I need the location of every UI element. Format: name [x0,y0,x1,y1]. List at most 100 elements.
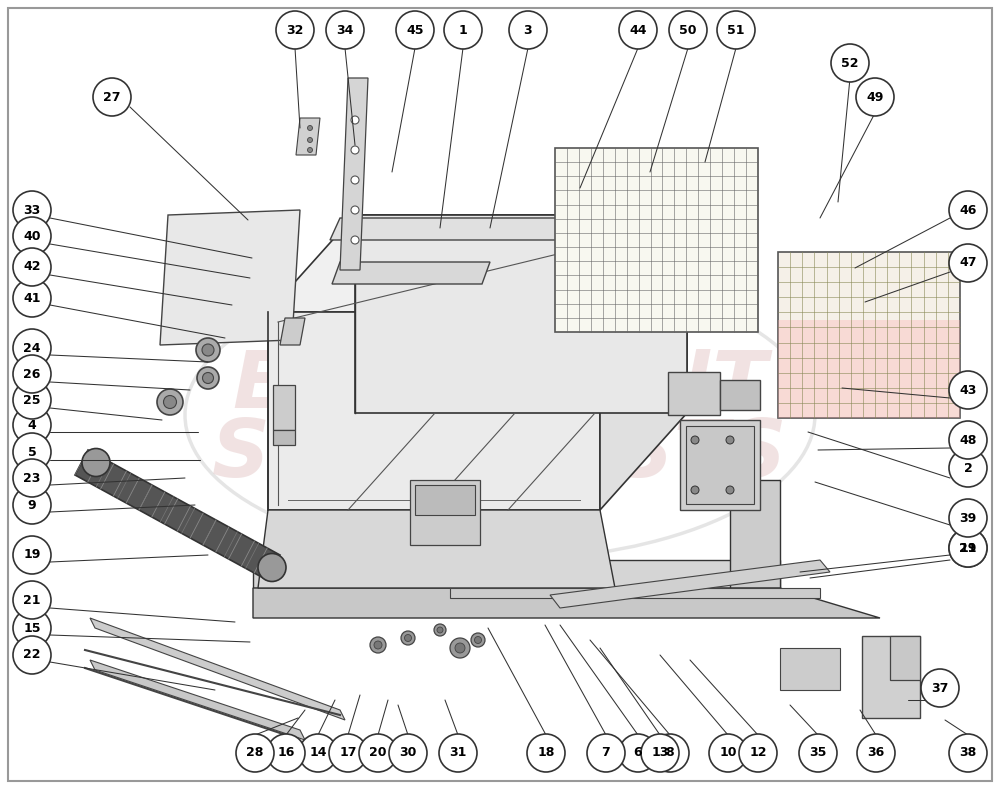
Text: 50: 50 [679,24,697,36]
Text: 51: 51 [727,24,745,36]
Text: 20: 20 [369,746,387,760]
Circle shape [236,734,274,772]
Polygon shape [668,372,720,415]
Polygon shape [415,485,475,515]
Text: 10: 10 [719,746,737,760]
Circle shape [329,734,367,772]
Circle shape [404,634,412,641]
Circle shape [475,637,482,644]
Text: 52: 52 [841,57,859,69]
Text: 36: 36 [867,746,885,760]
Circle shape [13,381,51,419]
Circle shape [351,236,359,244]
Circle shape [13,248,51,286]
Circle shape [351,176,359,184]
Polygon shape [253,560,780,588]
Text: 45: 45 [406,24,424,36]
Circle shape [949,529,987,567]
Polygon shape [90,618,345,720]
Circle shape [641,734,679,772]
Text: 4: 4 [28,418,36,432]
Text: 19: 19 [23,548,41,562]
Circle shape [164,395,176,409]
Text: 24: 24 [23,342,41,354]
Circle shape [455,643,465,653]
Circle shape [13,459,51,497]
Polygon shape [780,648,840,690]
Circle shape [267,734,305,772]
Circle shape [197,367,219,389]
Text: 15: 15 [23,622,41,634]
Circle shape [949,449,987,487]
Text: 9: 9 [28,499,36,511]
Polygon shape [90,660,305,740]
Circle shape [439,734,477,772]
Circle shape [471,633,485,647]
Polygon shape [160,210,300,345]
Circle shape [831,44,869,82]
Text: 23: 23 [23,472,41,484]
Text: 42: 42 [23,260,41,274]
Circle shape [434,624,446,636]
Circle shape [308,148,312,152]
Circle shape [351,146,359,154]
Text: 18: 18 [537,746,555,760]
Polygon shape [720,380,760,410]
Circle shape [258,554,286,581]
Text: 32: 32 [286,24,304,36]
Polygon shape [450,588,820,598]
Circle shape [13,581,51,619]
Circle shape [13,609,51,647]
Circle shape [739,734,777,772]
Text: 37: 37 [931,682,949,694]
Circle shape [799,734,837,772]
Text: 26: 26 [23,368,41,380]
Circle shape [13,355,51,393]
Text: 11: 11 [959,541,977,555]
Circle shape [326,11,364,49]
Circle shape [717,11,755,49]
Text: 44: 44 [629,24,647,36]
Circle shape [13,636,51,674]
Text: 17: 17 [339,746,357,760]
Circle shape [13,406,51,444]
Circle shape [276,11,314,49]
Text: 35: 35 [809,746,827,760]
Text: 31: 31 [449,746,467,760]
Circle shape [202,372,214,383]
Circle shape [450,638,470,658]
Circle shape [13,217,51,255]
Circle shape [13,329,51,367]
Polygon shape [550,560,830,608]
Text: 43: 43 [959,383,977,397]
Text: 39: 39 [959,511,977,525]
Polygon shape [332,262,490,284]
Text: 8: 8 [666,746,674,760]
Circle shape [949,371,987,409]
Circle shape [370,637,386,653]
Text: 33: 33 [23,204,41,216]
Circle shape [13,433,51,471]
Text: EQUIPMENT: EQUIPMENT [232,346,768,424]
Text: 40: 40 [23,230,41,242]
Text: 14: 14 [309,746,327,760]
Circle shape [401,631,415,645]
Text: 5: 5 [28,446,36,458]
Circle shape [93,78,131,116]
Circle shape [359,734,397,772]
Polygon shape [730,480,780,588]
Text: 34: 34 [336,24,354,36]
Circle shape [949,421,987,459]
Circle shape [13,486,51,524]
Circle shape [389,734,427,772]
Circle shape [396,11,434,49]
Circle shape [726,486,734,494]
Circle shape [299,734,337,772]
Circle shape [949,244,987,282]
Polygon shape [890,636,920,680]
Circle shape [949,734,987,772]
Text: 49: 49 [866,91,884,103]
Text: 47: 47 [959,256,977,270]
Circle shape [949,529,987,567]
Text: 16: 16 [277,746,295,760]
